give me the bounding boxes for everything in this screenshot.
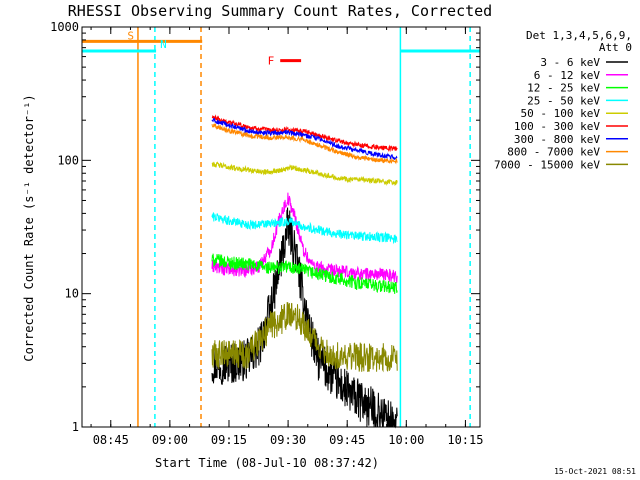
y-tick-label-3: 1000 [50, 20, 79, 34]
x-tick-label-3: 09:30 [270, 433, 306, 447]
series-line-8 [211, 301, 398, 373]
series-line-4 [211, 161, 398, 186]
y-tick-label-1: 10 [65, 287, 79, 301]
series-line-3 [211, 212, 398, 245]
series-line-7 [211, 123, 398, 165]
series-line-0 [211, 207, 398, 429]
x-tick-label-5: 10:00 [388, 433, 424, 447]
legend-label-4: 50 - 100 keV [521, 107, 601, 120]
legend-label-7: 800 - 7000 keV [507, 146, 600, 159]
chart-title: RHESSI Observing Summary Count Rates, Co… [68, 2, 492, 20]
legend-header-0: Det 1,3,4,5,6,9, [526, 29, 632, 42]
x-tick-label-4: 09:45 [329, 433, 365, 447]
flag-label-n-1: N [160, 38, 167, 51]
x-tick-label-6: 10:15 [447, 433, 483, 447]
y-tick-label-0: 1 [72, 420, 79, 434]
x-tick-label-2: 09:15 [211, 433, 247, 447]
legend-label-2: 12 - 25 keV [527, 82, 600, 95]
legend-label-6: 300 - 800 keV [514, 133, 600, 146]
series-line-2 [211, 253, 398, 294]
timestamp: 15-Oct-2021 08:51 [554, 467, 636, 476]
legend-label-8: 7000 - 15000 keV [494, 158, 600, 171]
y-tick-label-2: 100 [57, 153, 79, 167]
plot-frame [81, 26, 481, 428]
series-line-6 [211, 117, 398, 161]
flag-label-f-3: F [268, 55, 275, 68]
x-tick-label-1: 09:00 [152, 433, 188, 447]
legend-label-5: 100 - 300 keV [514, 120, 600, 133]
legend-label-3: 25 - 50 keV [527, 94, 600, 107]
x-tick-label-0: 08:45 [93, 433, 129, 447]
legend-label-0: 3 - 6 keV [540, 56, 600, 69]
flag-label-s-0: S [127, 29, 134, 42]
legend-header-1: Att 0 [599, 41, 632, 54]
y-axis-label: Corrected Count Rate (s⁻¹ detector⁻¹) [22, 94, 36, 361]
legend-label-1: 6 - 12 keV [534, 69, 601, 82]
series-line-5 [211, 114, 398, 153]
x-axis-label: Start Time (08-Jul-10 08:37:42) [155, 456, 379, 470]
